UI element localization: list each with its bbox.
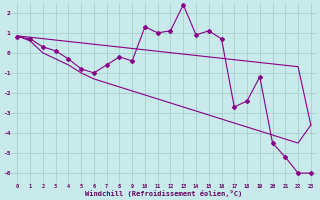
X-axis label: Windchill (Refroidissement éolien,°C): Windchill (Refroidissement éolien,°C)	[85, 190, 243, 197]
